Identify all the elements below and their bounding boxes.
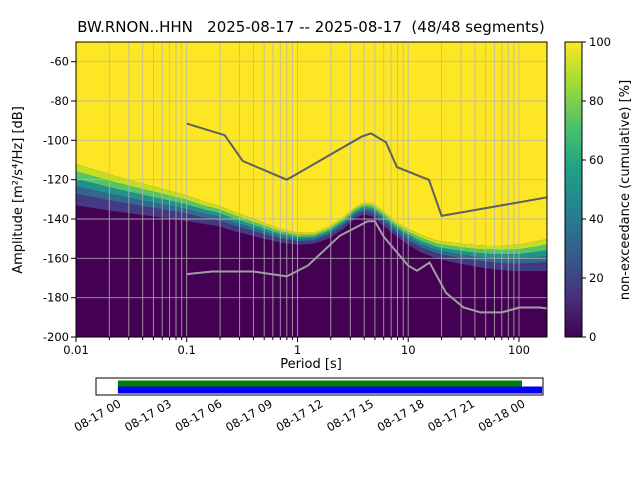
- svg-text:0.1: 0.1: [178, 343, 196, 357]
- svg-text:08-17 06: 08-17 06: [173, 396, 225, 434]
- svg-text:08-17 09: 08-17 09: [223, 396, 275, 434]
- svg-text:-100: -100: [43, 133, 69, 147]
- histogram-mesh: [76, 42, 547, 337]
- svg-text:-180: -180: [43, 291, 69, 305]
- svg-text:08-17 18: 08-17 18: [375, 396, 427, 434]
- svg-text:-80: -80: [50, 94, 69, 108]
- colorbar-gradient: [564, 41, 583, 338]
- svg-text:80: 80: [589, 94, 604, 108]
- axes-frame: [75, 41, 548, 338]
- svg-text:08-17 12: 08-17 12: [274, 396, 326, 434]
- svg-text:08-17 03: 08-17 03: [122, 396, 174, 434]
- svg-text:-120: -120: [43, 173, 69, 187]
- svg-text:0.01: 0.01: [63, 343, 89, 357]
- coverage-blue-segment: [117, 386, 543, 394]
- noise-model-lines: [186, 122, 547, 314]
- svg-text:-160: -160: [43, 251, 69, 265]
- colorbar-tick-labels: 0 20 40 60 80 100: [589, 35, 611, 344]
- svg-text:100: 100: [589, 35, 611, 49]
- svg-text:08-18 00: 08-18 00: [476, 396, 528, 434]
- svg-text:40: 40: [589, 212, 604, 226]
- nhnm-line: [186, 122, 547, 218]
- plot-layer: 0.01 0.1 1 10 100 -60 -80 -100 -120 -140 -160 -180 -…: [43, 35, 611, 434]
- colorbar-label: non-exceedance (cumulative) [%]: [618, 80, 633, 300]
- svg-text:10: 10: [401, 343, 416, 357]
- tick-labels: 0.01 0.1 1 10 100 -60 -80 -100 -120 -140 -160 -180 -…: [43, 55, 530, 357]
- x-axis-label: Period [s]: [280, 357, 342, 372]
- svg-text:-140: -140: [43, 212, 69, 226]
- y-axis-label: Amplitude [m²/s⁴/Hz] [dB]: [11, 106, 26, 274]
- colorbar: 0 20 40 60 80 100: [564, 35, 611, 344]
- svg-text:08-17 00: 08-17 00: [72, 396, 124, 434]
- svg-text:1: 1: [294, 343, 301, 357]
- svg-text:20: 20: [589, 271, 604, 285]
- svg-text:-60: -60: [50, 55, 69, 69]
- coverage-bar: [95, 377, 544, 396]
- svg-text:60: 60: [589, 153, 604, 167]
- plot-title: BW.RNON..HHN 2025-08-17 -- 2025-08-17 (4…: [77, 18, 544, 36]
- coverage-green-segment: [117, 380, 523, 387]
- grid-lines: [76, 42, 547, 337]
- nlnm-line: [186, 220, 547, 314]
- svg-text:0: 0: [589, 330, 596, 344]
- svg-text:08-17 15: 08-17 15: [324, 396, 376, 434]
- svg-text:100: 100: [508, 343, 530, 357]
- svg-text:-200: -200: [43, 330, 69, 344]
- svg-text:08-17 21: 08-17 21: [425, 396, 477, 434]
